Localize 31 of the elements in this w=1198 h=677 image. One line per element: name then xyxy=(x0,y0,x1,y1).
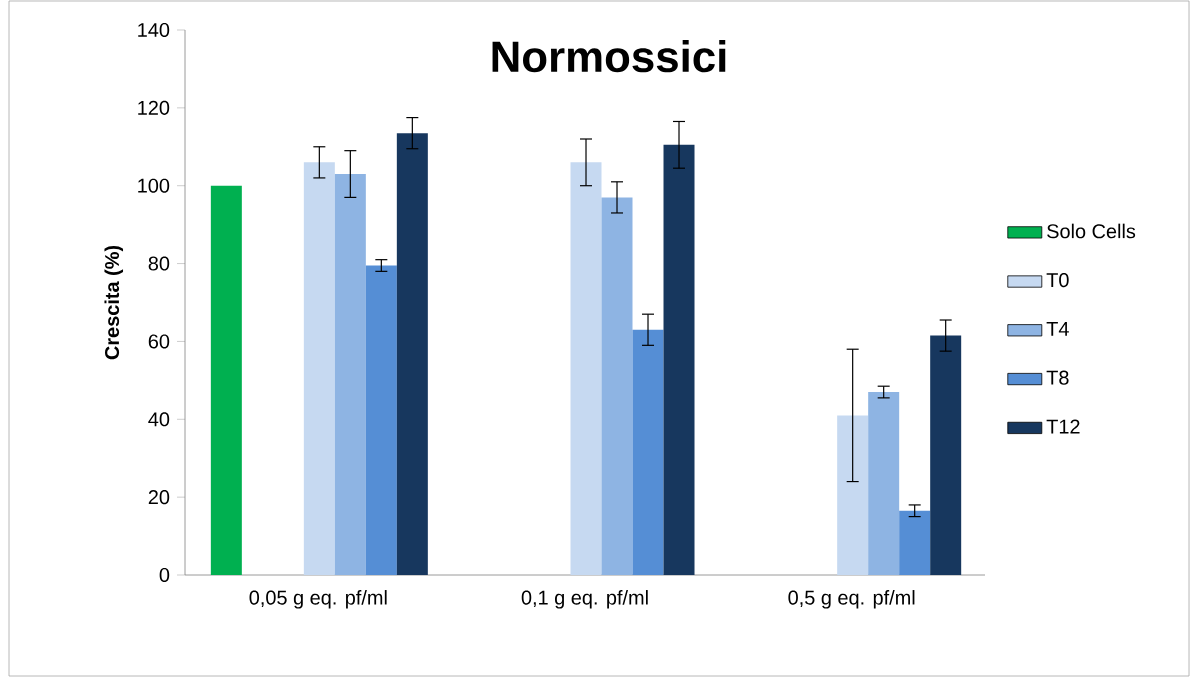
y-tick-label: 100 xyxy=(138,178,170,193)
bar xyxy=(601,197,633,575)
x-tick-label: 0,5 g eq. pf/ml xyxy=(788,590,915,609)
legend-label: T8 xyxy=(1046,370,1069,385)
y-tick-label: 0 xyxy=(159,567,170,583)
bar xyxy=(837,415,869,575)
x-tick-label: 0,1 g eq. pf/ml xyxy=(521,590,648,609)
y-tick-label: 140 xyxy=(138,22,170,38)
bar xyxy=(365,265,397,575)
y-tick-label: 80 xyxy=(148,256,170,271)
bar xyxy=(663,144,695,575)
y-tick-label: 20 xyxy=(148,490,170,505)
legend-label: T4 xyxy=(1046,321,1069,336)
legend-label: T12 xyxy=(1046,419,1080,434)
chart-title: Normossici xyxy=(492,40,726,73)
bar xyxy=(334,174,366,575)
bar xyxy=(868,392,900,575)
bar xyxy=(632,329,664,575)
y-tick-label: 120 xyxy=(138,100,170,115)
y-tick-label: 60 xyxy=(148,334,170,349)
bar xyxy=(396,133,428,575)
bar xyxy=(899,510,931,575)
bar xyxy=(210,185,242,575)
y-tick-label: 40 xyxy=(148,412,170,427)
legend-label: T0 xyxy=(1046,273,1069,288)
bar xyxy=(303,162,335,575)
x-tick-label: 0,05 g eq. pf/ml xyxy=(249,590,387,609)
legend-label: Solo Cells xyxy=(1047,223,1136,239)
bar xyxy=(570,162,602,575)
y-axis-title: Crescita (%) xyxy=(104,245,124,360)
bar xyxy=(930,335,962,575)
